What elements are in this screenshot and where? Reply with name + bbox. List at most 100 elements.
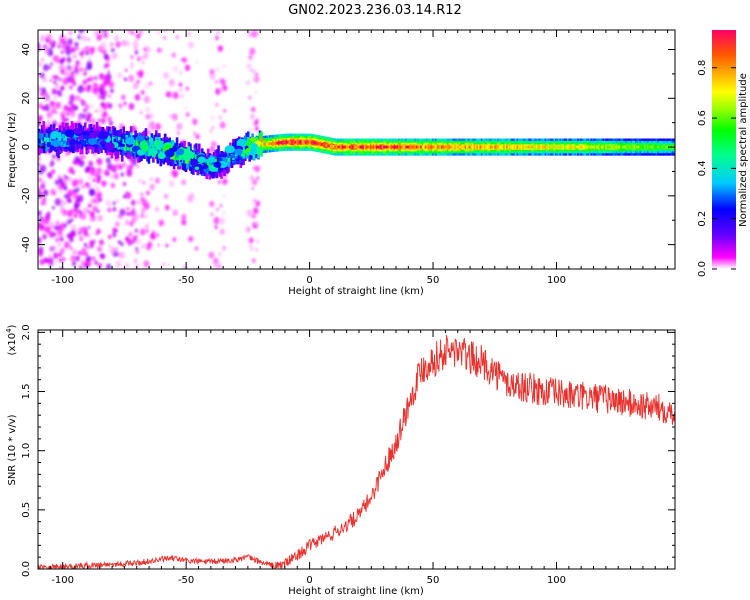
- ridge-blob: [148, 138, 153, 143]
- ridge-cell: [448, 145, 451, 149]
- noise-blob: [65, 45, 70, 51]
- ridge-cell: [306, 140, 309, 144]
- spectrogram-xlabel: Height of straight line (km): [288, 286, 424, 297]
- snr-multiplier: (x104): [5, 324, 18, 355]
- noise-blob: [97, 247, 102, 252]
- noise-blob: [58, 42, 62, 46]
- noise-blob: [54, 83, 60, 89]
- noise-blob: [107, 70, 110, 74]
- noise-blob: [83, 230, 89, 237]
- noise-blob: [54, 192, 57, 196]
- ridge-cell: [171, 155, 174, 160]
- noise-blob: [132, 40, 139, 48]
- noise-blob: [139, 228, 146, 236]
- noise-blob: [54, 110, 58, 114]
- ridge-cell: [156, 142, 160, 152]
- noise-blob: [102, 80, 108, 87]
- ridge-cell: [377, 145, 380, 149]
- noise-blob: [47, 39, 53, 45]
- noise-blob: [165, 91, 170, 97]
- ridge-cell: [660, 145, 663, 149]
- noise-blob: [71, 191, 78, 199]
- noise-blob: [57, 90, 63, 97]
- ridge-cell: [61, 136, 65, 144]
- ridge-cell: [642, 145, 646, 149]
- ridge-cell: [663, 145, 666, 149]
- noise-blob: [62, 257, 66, 262]
- ridge-cell: [651, 145, 654, 149]
- ridge-cell: [584, 145, 588, 149]
- noise-blob: [214, 225, 218, 230]
- ridge-cell: [495, 145, 499, 149]
- noise-blob: [143, 47, 147, 52]
- svg-text:(x104): (x104): [5, 324, 18, 355]
- ridge-cell: [627, 145, 631, 149]
- noise-blob: [135, 33, 141, 40]
- noise-blob: [187, 32, 191, 36]
- noise-blob: [110, 47, 115, 53]
- noise-blob: [103, 53, 109, 60]
- noise-blob: [44, 190, 49, 195]
- ridge-cell: [488, 145, 491, 149]
- noise-blob: [38, 191, 43, 199]
- noise-blob: [96, 159, 99, 163]
- noise-blob: [97, 118, 101, 122]
- ridge-cell: [497, 145, 500, 149]
- noise-blob: [168, 180, 175, 188]
- ridge-cell: [66, 141, 69, 146]
- noise-blob: [88, 188, 96, 196]
- snr-ytick-label: 0.0: [21, 561, 32, 577]
- noise-blob: [256, 176, 260, 181]
- ridge-cell: [566, 145, 570, 149]
- ridge-cell: [473, 145, 477, 149]
- noise-blob: [163, 193, 169, 199]
- noise-blob: [101, 103, 108, 111]
- ridge-cell: [489, 145, 493, 149]
- noise-blob: [80, 260, 85, 265]
- ridge-cell: [310, 140, 314, 144]
- noise-blob: [251, 30, 258, 38]
- colorbar-gradient: [712, 30, 736, 269]
- ridge-blob: [220, 152, 228, 158]
- ridge-cell: [205, 159, 208, 164]
- ridge-cell: [513, 145, 517, 149]
- ridge-cell: [240, 152, 244, 157]
- noise-blob: [61, 38, 66, 43]
- ridge-cell: [369, 145, 373, 149]
- ridge-cell: [587, 145, 591, 149]
- ridge-cell: [602, 145, 606, 149]
- ridge-cell: [560, 145, 564, 149]
- ridge-cell: [452, 145, 456, 149]
- ridge-cell: [414, 145, 417, 149]
- ridge-cell: [517, 145, 521, 149]
- ridge-cell: [605, 145, 608, 149]
- ridge-cell: [120, 145, 124, 150]
- ridge-cell: [455, 145, 459, 149]
- noise-blob: [210, 213, 214, 216]
- noise-blob: [223, 193, 226, 197]
- noise-blob: [145, 106, 151, 113]
- ridge-cell: [426, 145, 429, 149]
- noise-blob: [145, 215, 148, 218]
- noise-blob: [181, 213, 187, 221]
- ridge-cell: [451, 145, 454, 149]
- ridge-cell: [395, 145, 398, 149]
- ridge-cell: [420, 145, 423, 149]
- ridge-cell: [39, 133, 43, 138]
- noise-blob: [212, 257, 219, 265]
- ridge-cell: [580, 145, 583, 149]
- noise-blob: [78, 210, 83, 215]
- ridge-cell: [229, 153, 232, 165]
- ridge-cell: [555, 145, 558, 149]
- ridge-cell: [470, 145, 474, 149]
- noise-blob: [74, 64, 79, 71]
- ridge-blob: [245, 148, 251, 153]
- noise-blob: [184, 106, 188, 111]
- noise-blob: [126, 206, 130, 211]
- ridge-cell: [243, 149, 247, 153]
- ridge-cell: [411, 145, 414, 149]
- noise-blob: [117, 240, 121, 245]
- spectrogram-xtick-label: -50: [178, 275, 194, 286]
- colorbar-tick-label: 0.4: [697, 160, 708, 176]
- ridge-cell: [460, 145, 463, 149]
